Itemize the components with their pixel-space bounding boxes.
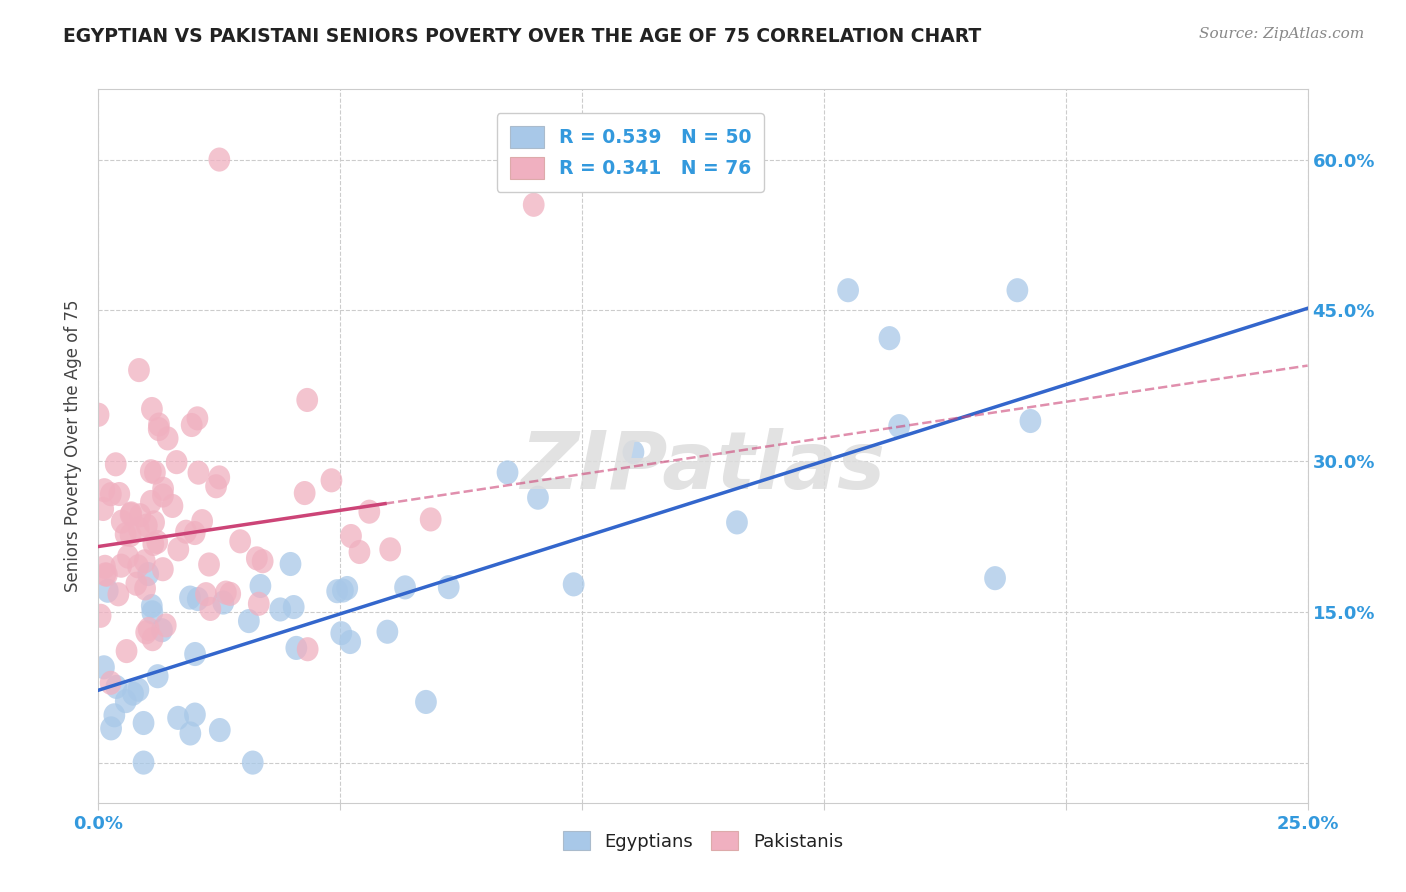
Text: ZIPatlas: ZIPatlas <box>520 428 886 507</box>
Text: Source: ZipAtlas.com: Source: ZipAtlas.com <box>1198 27 1364 41</box>
Y-axis label: Seniors Poverty Over the Age of 75: Seniors Poverty Over the Age of 75 <box>65 300 83 592</box>
Legend: Egyptians, Pakistanis: Egyptians, Pakistanis <box>555 824 851 858</box>
Text: EGYPTIAN VS PAKISTANI SENIORS POVERTY OVER THE AGE OF 75 CORRELATION CHART: EGYPTIAN VS PAKISTANI SENIORS POVERTY OV… <box>63 27 981 45</box>
